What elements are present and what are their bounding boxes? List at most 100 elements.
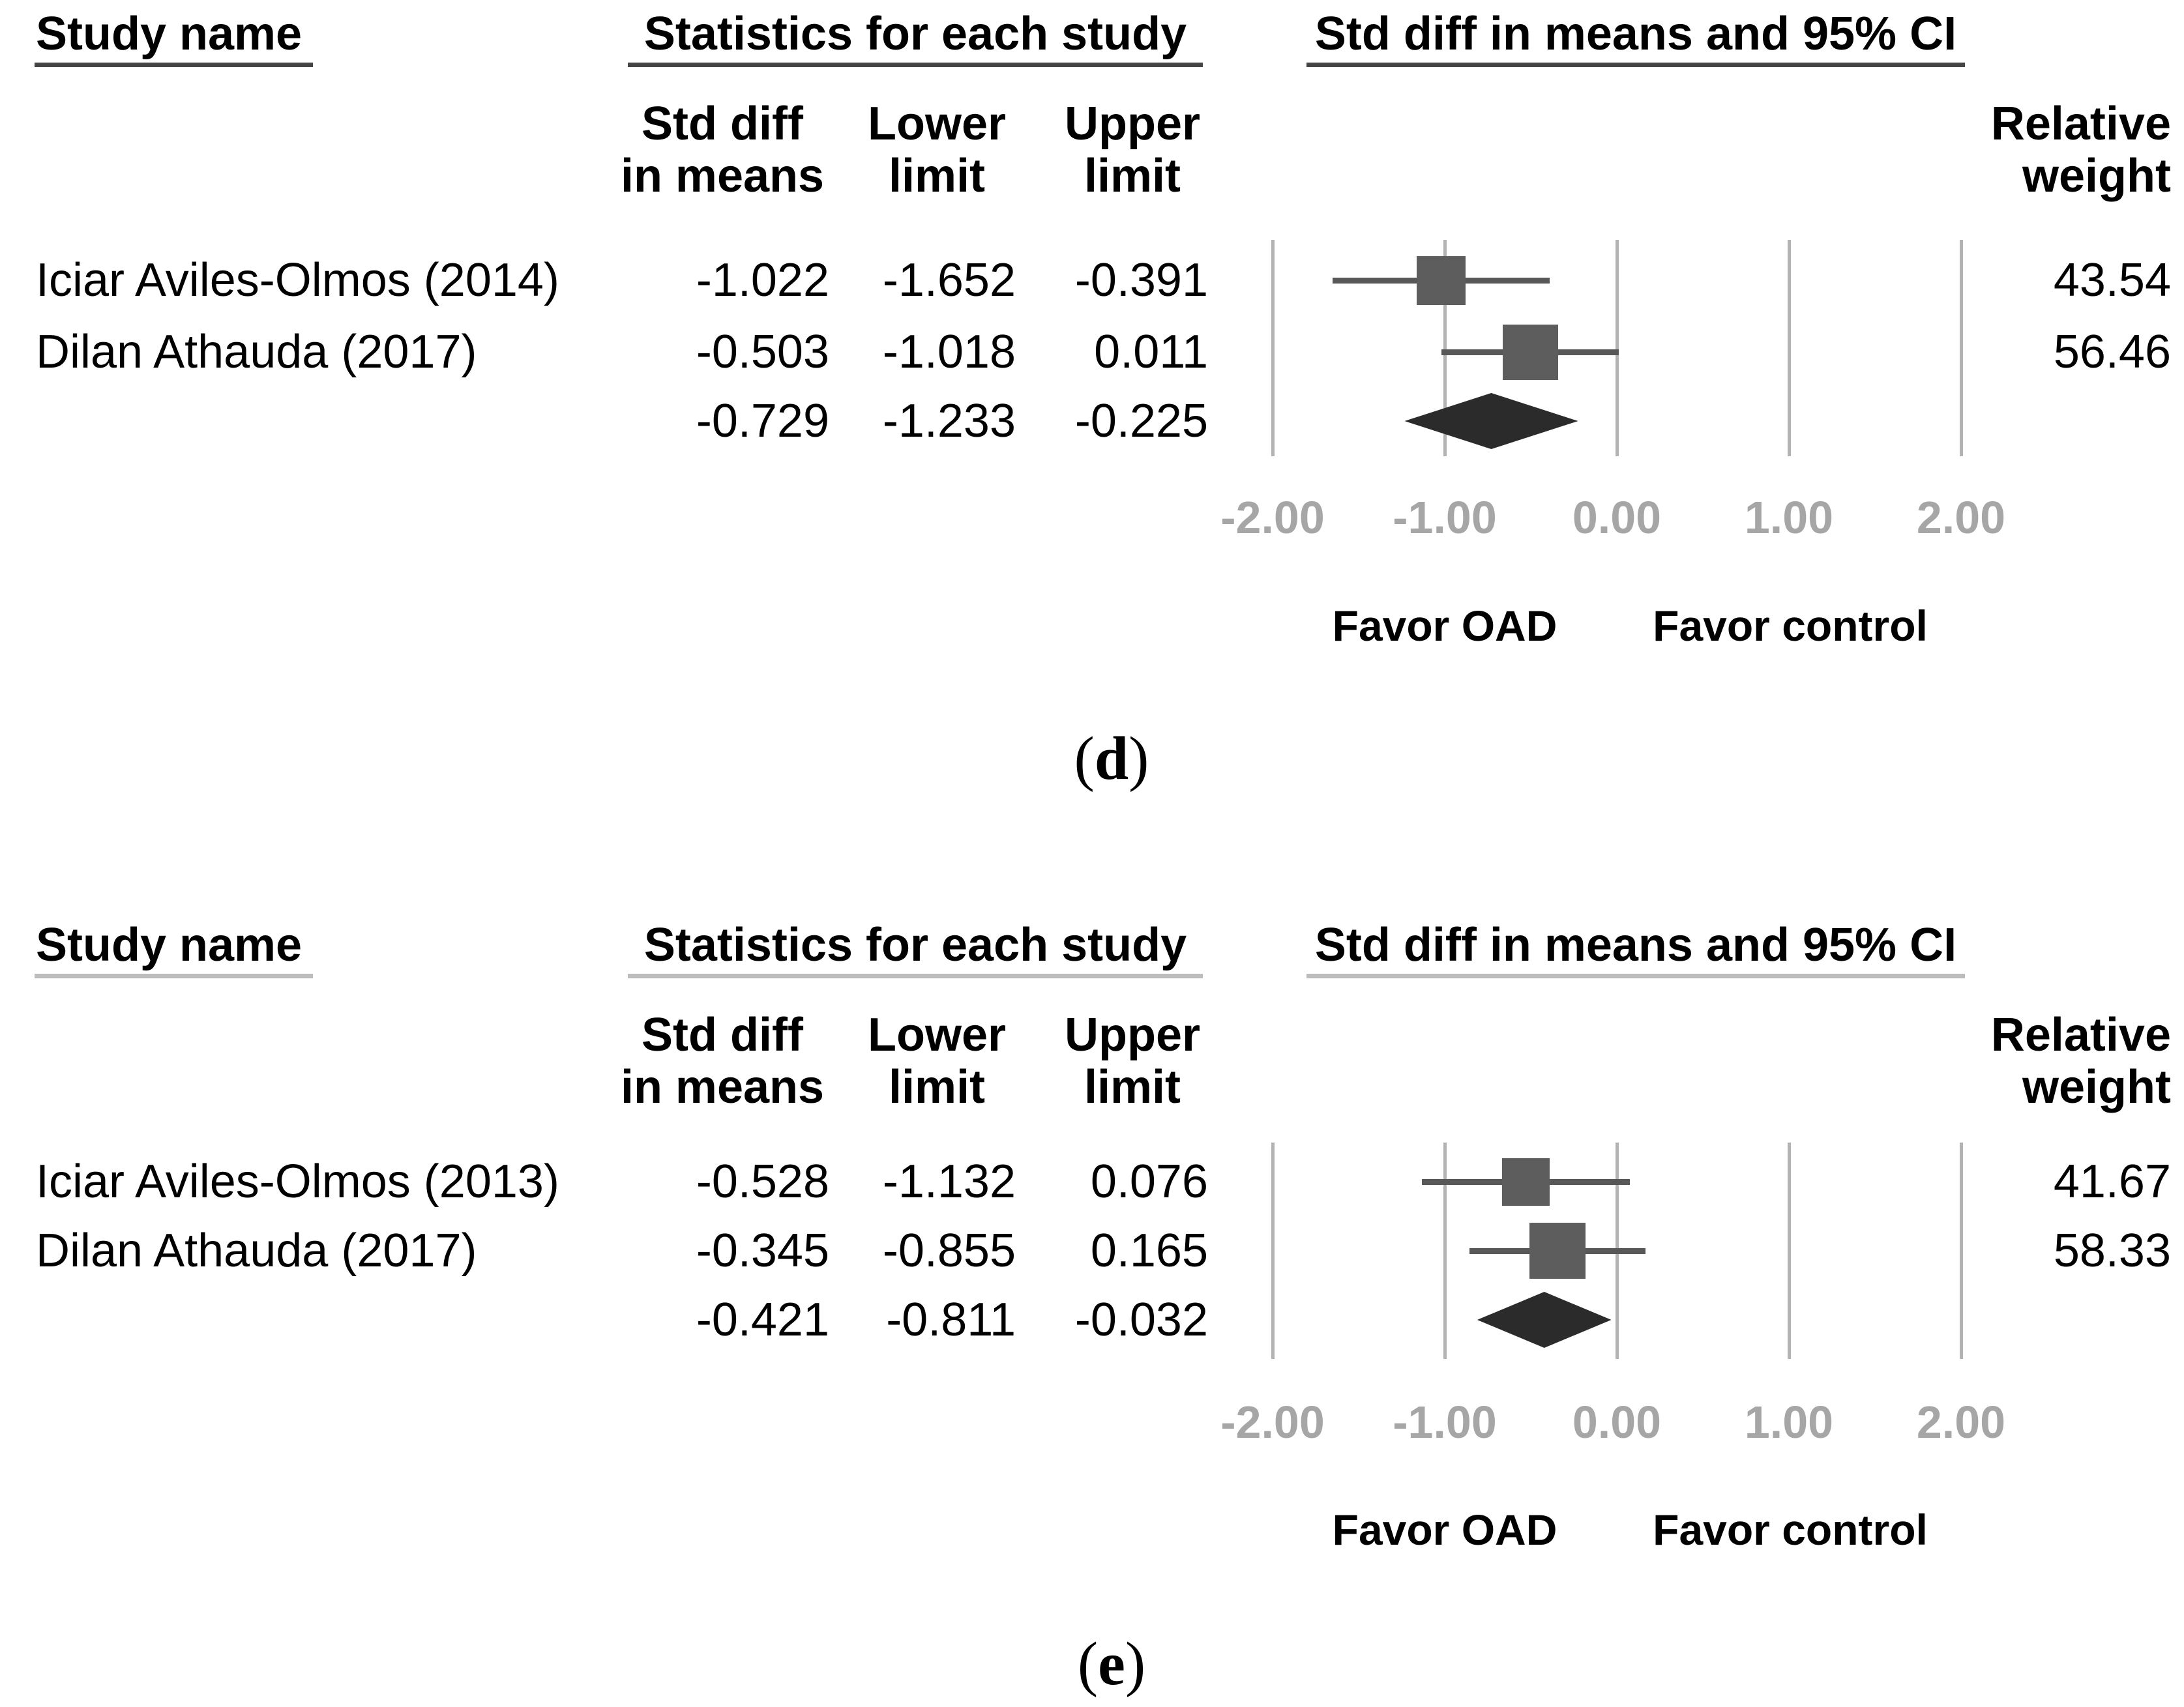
stat-value: 0.011 [1094, 326, 1208, 378]
overall-stat-value: -0.225 [1074, 395, 1208, 447]
effect-square [1502, 1158, 1550, 1206]
rows: Iciar Aviles-Olmos (2013) -0.528 -1.132 0.0… [0, 911, 2184, 1707]
stats-column-title: Statistics for each study [643, 8, 1187, 60]
overall-stat-value: -0.032 [1074, 1294, 1208, 1346]
overall-stat-value: -0.421 [696, 1294, 829, 1346]
effect-square [1502, 324, 1558, 380]
col-header-relative-weight: Relative weight [1878, 98, 2171, 202]
gridline [1443, 1143, 1447, 1359]
study-name-column-title: Study name [36, 8, 303, 60]
plot-area [0, 911, 2184, 1707]
relative-weight-value: 56.46 [2053, 326, 2171, 378]
col-header-line: Std diff [642, 1009, 803, 1061]
stat-value: 0.076 [1090, 1156, 1208, 1208]
stats-header-underline [628, 63, 1203, 67]
axis-tick-label: 2.00 [1916, 492, 2006, 543]
col-header-relative-weight: Relative weight [1878, 1009, 2171, 1113]
axis-tick-label: -1.00 [1393, 492, 1497, 543]
study-name: Iciar Aviles-Olmos (2013) [36, 1156, 559, 1208]
col-header-line: in means [620, 1061, 825, 1113]
col-header-line: Upper [1064, 98, 1201, 150]
gridline [1959, 1143, 1963, 1359]
paren-close: ) [1129, 725, 1149, 793]
gridline [1615, 240, 1619, 456]
stat-value: -0.855 [882, 1225, 1016, 1277]
overall-stat-value: -0.811 [886, 1294, 1016, 1346]
stat-value: -0.345 [696, 1225, 829, 1277]
study-header-underline [35, 974, 313, 978]
study-name: Iciar Aviles-Olmos (2014) [36, 254, 559, 306]
forest-plot-panel-e: Study name Statistics for each study Std… [0, 911, 2184, 1707]
col-header-line: weight [2022, 150, 2171, 202]
favor-right-label: Favor control [1653, 602, 1928, 650]
axis-labels: -2.00 -1.00 0.00 1.00 2.00 [0, 911, 2184, 1707]
favor-left-label: Favor OAD [1332, 1506, 1557, 1554]
gridline [1271, 240, 1275, 456]
effect-square [1529, 1223, 1586, 1279]
favor-right-label: Favor control [1653, 1506, 1928, 1554]
axis-tick-label: 1.00 [1744, 492, 1834, 543]
gridline [1443, 240, 1447, 456]
rows: Iciar Aviles-Olmos (2014) -1.022 -1.652 -0.… [36, 254, 2171, 447]
plot-area [1271, 240, 1963, 456]
col-header-std-diff-in-means: Std diff in means [559, 98, 885, 202]
stat-value: -1.018 [882, 326, 1016, 378]
panel-letter-glyph: d [1094, 725, 1129, 793]
stat-value: 0.165 [1090, 1225, 1208, 1277]
panel-letter-e: (e) [1078, 1633, 1145, 1695]
col-header-line: limit [1084, 1061, 1181, 1113]
stat-value: -0.503 [696, 326, 829, 378]
paren-open: ( [1074, 725, 1095, 793]
col-header-lower-limit: Lower limit [774, 98, 1100, 202]
col-header-line: Lower [867, 1009, 1007, 1061]
axis-tick-label: -2.00 [1220, 492, 1325, 543]
paren-close: ) [1125, 1630, 1146, 1698]
study-name: Dilan Athauda (2017) [36, 326, 477, 378]
favor-left-label: Favor OAD [1332, 602, 1557, 650]
col-header-line: Lower [867, 98, 1007, 150]
paren-open: ( [1077, 1630, 1099, 1698]
col-header-line: Relative [1990, 98, 2171, 150]
axis-tick-label: -1.00 [1393, 1397, 1497, 1448]
stats-header-underline [628, 974, 1203, 978]
col-header-line: Upper [1064, 1009, 1201, 1061]
col-header-line: limit [888, 150, 985, 202]
axis-tick-label: 0.00 [1572, 1397, 1662, 1448]
gridline [1959, 240, 1963, 456]
plot-header-underline [1306, 974, 1965, 978]
axis-tick-label: -2.00 [1220, 1397, 1325, 1448]
col-header-line: limit [888, 1061, 985, 1113]
plot-column-title: Std diff in means and 95% CI [1314, 919, 1957, 971]
col-header-std-diff-in-means: Std diff in means [559, 1009, 885, 1113]
gridline [1787, 1143, 1791, 1359]
stat-value: -1.022 [696, 254, 829, 306]
study-name-column-title: Study name [36, 919, 303, 971]
stats-column-title: Statistics for each study [643, 919, 1187, 971]
plot-column-title: Std diff in means and 95% CI [1314, 8, 1957, 60]
effect-square [1416, 255, 1466, 305]
gridline [1787, 240, 1791, 456]
col-header-line: Std diff [642, 98, 803, 150]
relative-weight-value: 41.67 [2053, 1156, 2171, 1208]
stat-value: -1.132 [882, 1156, 1016, 1208]
forest-plot-panel-d: Study name Statistics for each study Std… [35, 8, 2171, 789]
panel-letter-glyph: e [1098, 1630, 1125, 1698]
overall-stat-value: -0.729 [696, 395, 829, 447]
axis-tick-label: 0.00 [1572, 492, 1662, 543]
overall-stat-value: -1.233 [882, 395, 1016, 447]
col-header-line: Relative [1990, 1009, 2171, 1061]
relative-weight-value: 43.54 [2053, 254, 2171, 306]
col-header-line: weight [2022, 1061, 2171, 1113]
col-header-upper-limit: Upper limit [969, 1009, 1295, 1113]
axis-tick-label: 2.00 [1916, 1397, 2006, 1448]
plot-header-underline [1306, 63, 1965, 67]
stat-value: -0.528 [696, 1156, 829, 1208]
col-header-lower-limit: Lower limit [774, 1009, 1100, 1113]
gridline [1271, 1143, 1275, 1359]
axis-tick-label: 1.00 [1744, 1397, 1834, 1448]
relative-weight-value: 58.33 [2053, 1225, 2171, 1277]
panel-letter-d: (d) [1074, 728, 1149, 789]
study-header-underline [35, 63, 313, 67]
col-header-upper-limit: Upper limit [969, 98, 1295, 202]
